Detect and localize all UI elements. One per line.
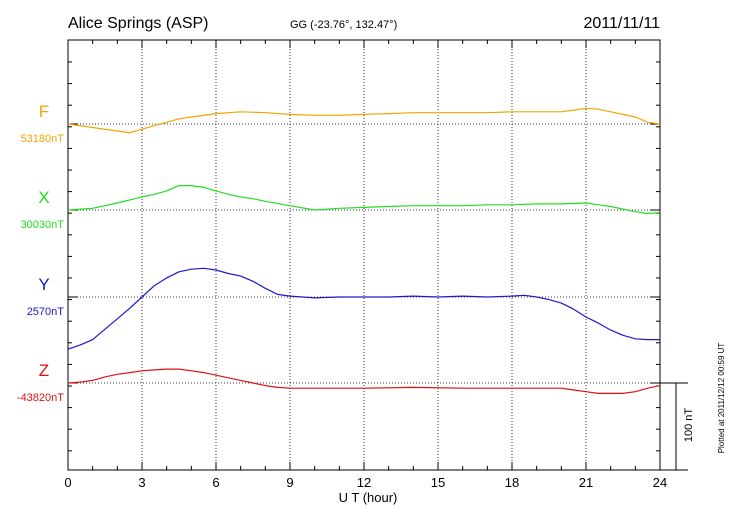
x-tick-label: 3 bbox=[138, 475, 145, 490]
plot-frame bbox=[67, 39, 661, 471]
series-line-y bbox=[67, 267, 660, 350]
x-tick-labels: 0 3 6 9 12 15 18 21 24 bbox=[64, 475, 667, 490]
series-group bbox=[67, 107, 661, 394]
baseline-label-z: -43820nT bbox=[17, 392, 64, 404]
x-tick-label: 6 bbox=[212, 475, 219, 490]
x-tick-label: 15 bbox=[431, 475, 445, 490]
x-tick-label: 0 bbox=[64, 475, 71, 490]
plotted-timestamp: Plotted at 2011/12/12 00:59 UT bbox=[717, 343, 726, 454]
x-tick-label: 24 bbox=[653, 475, 667, 490]
x-axis-label: U T (hour) bbox=[339, 490, 398, 505]
component-labels: F 53180nT X 30030nT Y 2570nT Z -43820nT bbox=[17, 102, 64, 404]
station-coords: GG (-23.76°, 132.47°) bbox=[290, 19, 397, 31]
grid-lines bbox=[68, 40, 660, 470]
baseline-label-y: 2570nT bbox=[27, 306, 65, 318]
baseline-label-f: 53180nT bbox=[21, 133, 65, 145]
x-tick-label: 21 bbox=[579, 475, 593, 490]
series-line-f bbox=[67, 107, 661, 134]
baseline-label-x: 30030nT bbox=[21, 219, 65, 231]
axis-ticks bbox=[67, 40, 661, 470]
x-tick-label: 12 bbox=[357, 475, 371, 490]
series-name-x: X bbox=[38, 188, 49, 207]
series-name-y: Y bbox=[38, 275, 49, 294]
chart-date: 2011/11/11 bbox=[583, 15, 660, 32]
scale-bar-label: 100 nT bbox=[683, 408, 695, 443]
series-name-f: F bbox=[39, 102, 49, 121]
scale-bar: 100 nT bbox=[660, 382, 695, 471]
series-name-z: Z bbox=[39, 361, 49, 380]
series-line-z bbox=[67, 368, 661, 394]
x-tick-label: 18 bbox=[505, 475, 519, 490]
station-title: Alice Springs (ASP) bbox=[68, 15, 209, 32]
x-tick-label: 9 bbox=[286, 475, 293, 490]
series-line-x bbox=[67, 185, 661, 215]
